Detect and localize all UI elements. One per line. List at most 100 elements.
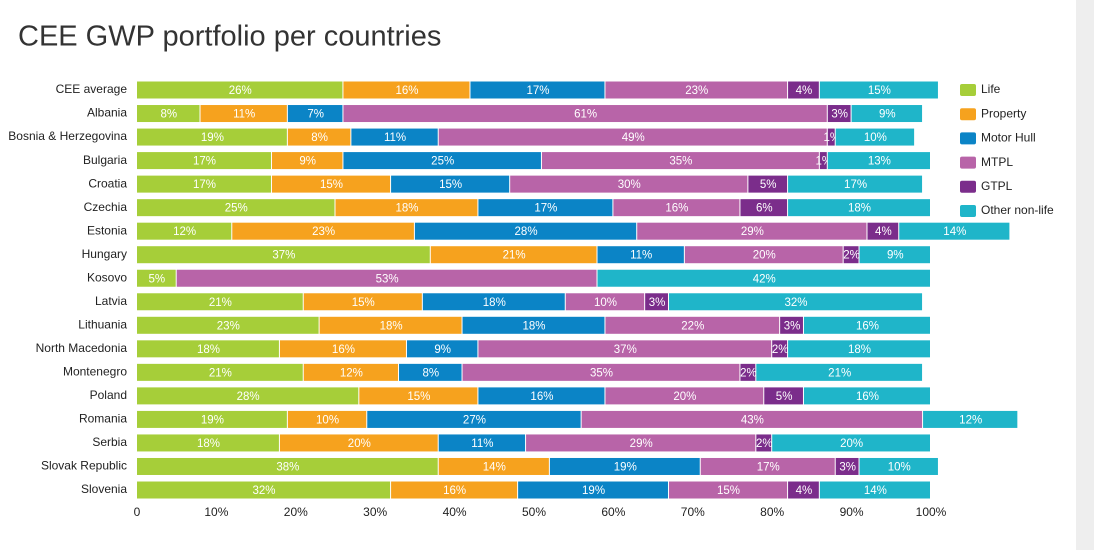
data-label: 8% [311,132,328,144]
data-label: 3% [839,462,856,474]
data-label: 21% [209,297,232,309]
bar-segment [788,175,923,193]
data-label: 17% [193,179,216,191]
bar-segment [303,363,399,381]
x-tick-label: 90% [840,505,864,519]
bar-segment [137,152,271,170]
data-label: 18% [197,344,220,356]
data-label: 12% [173,226,196,238]
data-label: 18% [522,320,545,332]
data-label: 17% [526,85,549,97]
data-label: 22% [681,320,704,332]
data-label: 23% [312,226,335,238]
data-label: 26% [229,85,252,97]
bar-segment [613,199,740,217]
bar-segment [343,81,470,99]
bar-segment [470,81,605,99]
bar-segment [478,199,613,217]
bar-segment [827,152,930,170]
y-tick-label: Montenegro [63,365,127,379]
data-label: 35% [669,156,692,168]
data-label: 2% [740,367,757,379]
y-tick-label: Lithuania [78,317,127,331]
y-tick-label: Bosnia & Herzegovina [8,129,127,143]
y-tick-label: Latvia [95,294,127,308]
data-label: 14% [864,485,887,497]
bar-segment [827,128,835,146]
bar-segment [867,222,899,240]
x-tick-label: 0 [134,505,141,519]
y-tick-label: Kosovo [87,270,127,284]
bar-segment [700,457,835,475]
data-label: 10% [864,132,887,144]
data-label: 35% [590,367,613,379]
data-label: 37% [272,250,295,262]
data-label: 19% [201,132,224,144]
data-label: 16% [665,203,688,215]
bar-segment [430,246,597,264]
x-tick-label: 30% [363,505,387,519]
data-label: 18% [380,320,403,332]
data-label: 28% [515,226,538,238]
data-label: 19% [201,414,224,426]
bar-segment [137,175,271,193]
bar-segment [637,222,867,240]
data-label: 12% [959,414,982,426]
data-label: 15% [717,485,740,497]
data-label: 29% [741,226,764,238]
legend-swatch [960,156,976,169]
bar-segment [478,387,605,405]
bar-segment [137,246,430,264]
bar-segment [438,434,526,452]
data-label: 7% [307,109,324,121]
bar-segment [462,363,740,381]
legend-swatch [960,84,976,96]
bar-segment [772,340,788,358]
bar-segment [438,128,827,146]
x-tick-label: 50% [522,505,546,519]
bar-segment [835,128,915,146]
data-label: 38% [276,462,299,474]
chart-title: CEE GWP portfolio per countries [18,21,441,53]
data-label: 21% [503,250,526,262]
data-label: 11% [384,132,406,144]
bar-segment [176,269,597,287]
legend-label: MTPL [981,155,1013,169]
bar-segment [137,434,279,452]
legend-swatch [960,180,976,193]
data-label: 15% [352,297,375,309]
bar-segment [526,434,756,452]
data-label: 53% [376,273,399,285]
data-label: 17% [757,462,780,474]
data-label: 10% [316,414,339,426]
data-label: 9% [434,344,451,356]
bar-segment [827,105,851,123]
data-label: 16% [530,391,553,403]
y-tick-label: CEE average [56,82,128,96]
data-label: 15% [868,85,891,97]
data-label: 3% [784,320,801,332]
data-label: 14% [943,226,966,238]
data-label: 17% [844,179,867,191]
y-tick-label: Slovak Republic [41,459,127,473]
bar-segment [335,199,478,217]
bar-segment [748,175,788,193]
bar-segment [803,387,930,405]
x-tick-label: 70% [681,505,705,519]
y-tick-label: Hungary [82,247,127,261]
legend-label: Motor Hull [981,131,1036,145]
bar-segment [406,340,478,358]
data-label: 2% [756,438,773,450]
data-label: 16% [443,485,466,497]
bar-segment [645,293,668,311]
bar-segment [788,340,930,358]
y-tick-label: Bulgaria [83,153,127,167]
data-label: 14% [483,462,506,474]
bar-segment [137,105,200,123]
legend-swatch [960,132,976,145]
data-label: 2% [843,250,860,262]
bar-segment [780,316,803,334]
data-label: 29% [630,438,653,450]
bar-segment [788,481,819,499]
bar-segment [303,293,422,311]
